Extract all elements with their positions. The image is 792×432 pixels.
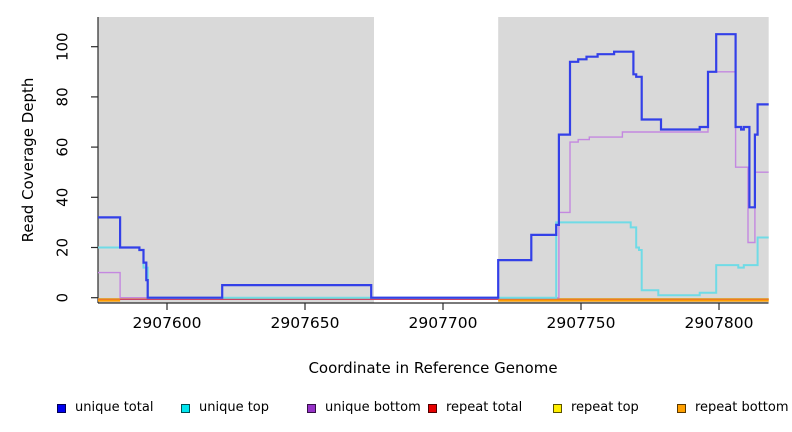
x-tick-label: 2907600 xyxy=(132,314,201,332)
y-tick-label: 20 xyxy=(54,238,72,257)
x-tick-label: 2907750 xyxy=(546,314,615,332)
x-tick-label: 2907650 xyxy=(270,314,339,332)
legend-label: unique top xyxy=(199,400,270,415)
legend-item-unique-bottom: unique bottom xyxy=(307,399,421,417)
series-line-unique-bottom xyxy=(98,71,769,299)
legend-item-repeat-bottom: repeat bottom xyxy=(677,399,789,417)
y-tick-label: 40 xyxy=(54,188,72,207)
legend-item-repeat-total: repeat total xyxy=(428,399,522,417)
legend-swatch-icon xyxy=(57,403,66,413)
legend-swatch-icon xyxy=(181,403,190,413)
legend-swatch-icon xyxy=(677,403,686,413)
y-tick-label: 0 xyxy=(54,293,72,303)
legend-swatch-icon xyxy=(428,403,437,413)
series-line-unique-total xyxy=(98,33,769,299)
y-tick-label: 100 xyxy=(54,32,72,61)
y-axis-title: Read Coverage Depth xyxy=(19,77,37,243)
legend-label: repeat top xyxy=(571,400,639,415)
legend-label: unique total xyxy=(75,400,154,415)
y-tick-label: 80 xyxy=(54,87,72,106)
y-tick-label: 60 xyxy=(54,138,72,157)
x-tick-label: 2907700 xyxy=(408,314,477,332)
x-axis-title: Coordinate in Reference Genome xyxy=(308,359,558,377)
x-tick-label: 2907800 xyxy=(684,314,753,332)
legend-item-repeat-top: repeat top xyxy=(553,399,639,417)
legend-label: repeat bottom xyxy=(695,400,789,415)
legend-swatch-icon xyxy=(307,403,316,413)
plot-background-region xyxy=(98,17,374,303)
legend-label: unique bottom xyxy=(325,400,421,415)
legend-item-unique-total: unique total xyxy=(57,399,153,417)
legend-swatch-icon xyxy=(553,403,562,413)
legend-item-unique-top: unique top xyxy=(181,399,269,417)
legend-label: repeat total xyxy=(446,400,523,415)
